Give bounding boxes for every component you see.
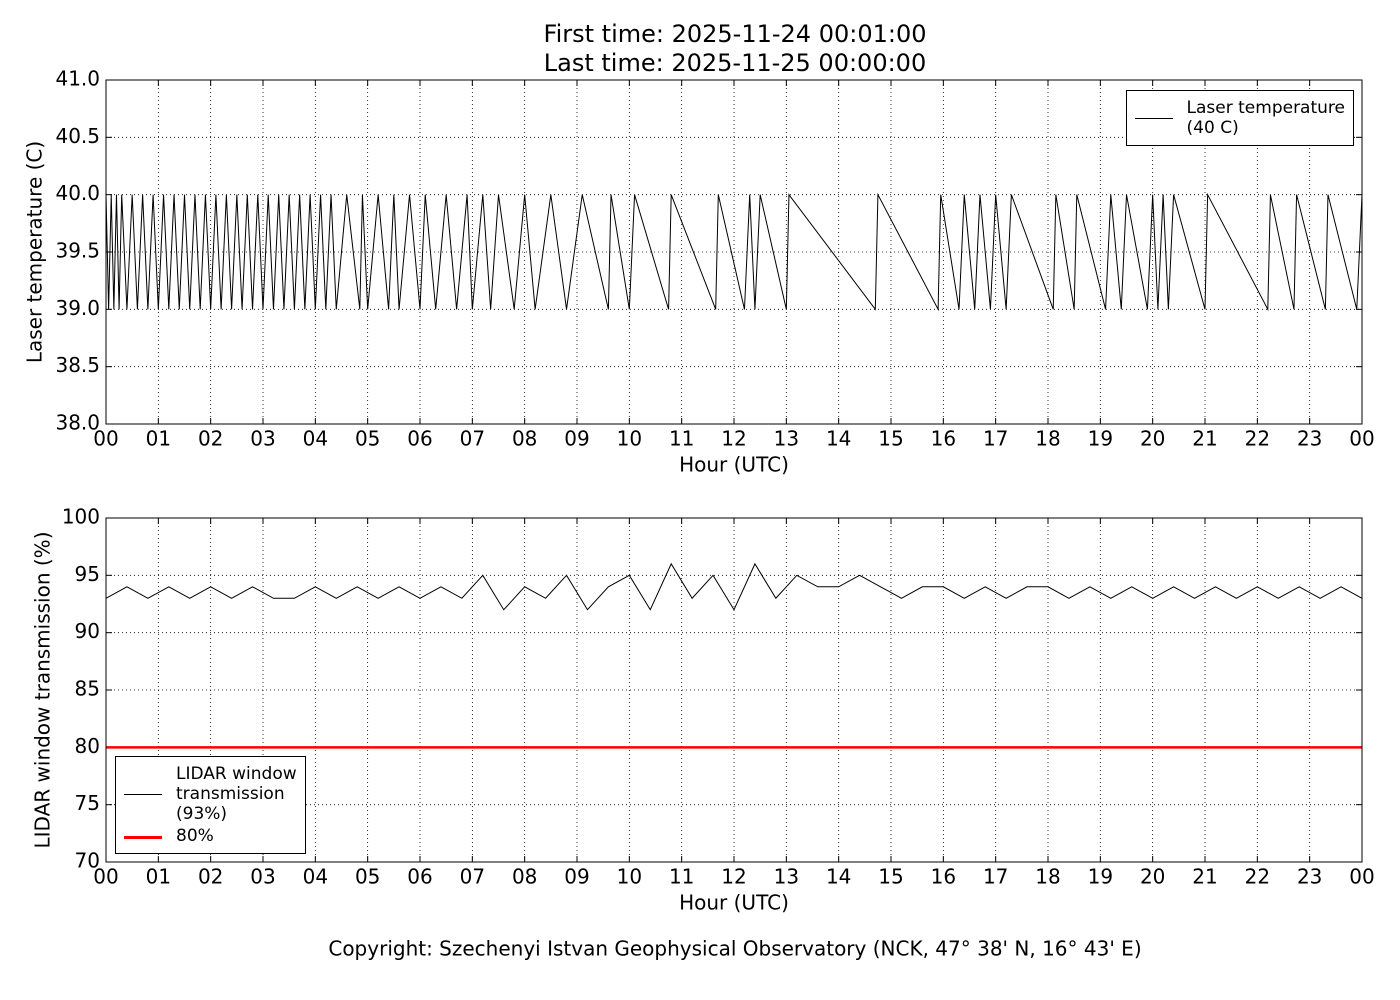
x-tick-label: 09: [564, 427, 589, 451]
y-tick-label: 40.5: [55, 124, 100, 148]
x-tick-label: 04: [303, 427, 328, 451]
y-tick-label: 95: [75, 562, 100, 586]
plot-frame: [105, 79, 1363, 425]
x-tick-label: 12: [721, 427, 746, 451]
y-tick-label: 100: [62, 505, 100, 529]
x-tick-label: 06: [407, 865, 432, 889]
legend: LIDAR window transmission (93%) 80%: [115, 756, 306, 854]
legend-label: LIDAR window transmission (93%): [176, 764, 297, 824]
x-tick-label: 22: [1245, 427, 1270, 451]
x-tick-label: 13: [774, 865, 799, 889]
y-tick-label: 85: [75, 677, 100, 701]
data-line: [105, 192, 1363, 312]
y-tick-label: 38.0: [55, 411, 100, 435]
x-tick-label: 02: [198, 427, 223, 451]
x-tick-label: 00: [93, 865, 118, 889]
x-tick-label: 18: [1035, 865, 1060, 889]
x-tick-label: 01: [146, 427, 171, 451]
legend-entry: Laser temperature (40 C): [1134, 98, 1345, 138]
x-tick-label: 09: [564, 865, 589, 889]
x-tick-label: 03: [250, 427, 275, 451]
y-tick-label: 38.5: [55, 353, 100, 377]
x-tick-label: 06: [407, 427, 432, 451]
x-tick-label: 04: [303, 865, 328, 889]
legend-entry: LIDAR window transmission (93%): [124, 764, 297, 824]
x-tick-label: 16: [931, 865, 956, 889]
x-tick-label: 07: [460, 865, 485, 889]
y-axis-label: LIDAR window transmission (%): [31, 532, 55, 849]
y-tick-label: 80: [75, 734, 100, 758]
x-tick-label: 07: [460, 427, 485, 451]
x-tick-label: 20: [1140, 865, 1165, 889]
y-tick-label: 70: [75, 849, 100, 873]
footer: Copyright: Szechenyi Istvan Geophysical …: [328, 937, 1141, 961]
x-tick-label: 19: [1088, 865, 1113, 889]
x-tick-label: 23: [1297, 865, 1322, 889]
legend-swatch: [1134, 118, 1173, 119]
x-tick-label: 14: [826, 427, 851, 451]
x-tick-label: 01: [146, 865, 171, 889]
x-tick-label: 10: [617, 427, 642, 451]
y-tick-label: 40.0: [55, 181, 100, 205]
y-axis-label: Laser temperature (C): [23, 141, 47, 363]
title-line: First time: 2025-11-24 00:01:00: [544, 20, 927, 48]
x-tick-label: 18: [1035, 427, 1060, 451]
y-tick-label: 75: [75, 791, 100, 815]
x-tick-label: 05: [355, 865, 380, 889]
title-line: Last time: 2025-11-25 00:00:00: [544, 49, 926, 77]
x-tick-label: 21: [1192, 865, 1217, 889]
x-tick-label: 19: [1088, 427, 1113, 451]
x-tick-label: 23: [1297, 427, 1322, 451]
y-tick-label: 39.0: [55, 296, 100, 320]
y-tick-label: 41.0: [55, 67, 100, 91]
x-tick-label: 16: [931, 427, 956, 451]
x-axis-label: Hour (UTC): [679, 891, 789, 915]
x-tick-label: 00: [1349, 865, 1374, 889]
x-tick-label: 17: [983, 865, 1008, 889]
x-tick-label: 05: [355, 427, 380, 451]
legend: Laser temperature (40 C): [1125, 90, 1354, 146]
plot-frame: [105, 517, 1363, 863]
legend-swatch: [124, 836, 162, 839]
x-axis-label: Hour (UTC): [679, 453, 789, 477]
x-tick-label: 10: [617, 865, 642, 889]
legend-swatch: [124, 794, 162, 795]
x-tick-label: 08: [512, 427, 537, 451]
x-tick-label: 20: [1140, 427, 1165, 451]
legend-label: Laser temperature (40 C): [1186, 98, 1345, 138]
y-tick-label: 39.5: [55, 239, 100, 263]
x-tick-label: 00: [93, 427, 118, 451]
x-tick-label: 02: [198, 865, 223, 889]
x-tick-label: 22: [1245, 865, 1270, 889]
y-tick-label: 90: [75, 619, 100, 643]
x-tick-label: 15: [878, 865, 903, 889]
x-tick-label: 17: [983, 427, 1008, 451]
legend-label: 80%: [176, 826, 214, 846]
legend-entry: 80%: [124, 826, 297, 846]
x-tick-label: 14: [826, 865, 851, 889]
data-line: [105, 562, 1363, 611]
x-tick-label: 08: [512, 865, 537, 889]
x-tick-label: 11: [669, 427, 694, 451]
x-tick-label: 00: [1349, 427, 1374, 451]
x-tick-label: 15: [878, 427, 903, 451]
x-tick-label: 12: [721, 865, 746, 889]
x-tick-label: 03: [250, 865, 275, 889]
x-tick-label: 13: [774, 427, 799, 451]
x-tick-label: 21: [1192, 427, 1217, 451]
x-tick-label: 11: [669, 865, 694, 889]
